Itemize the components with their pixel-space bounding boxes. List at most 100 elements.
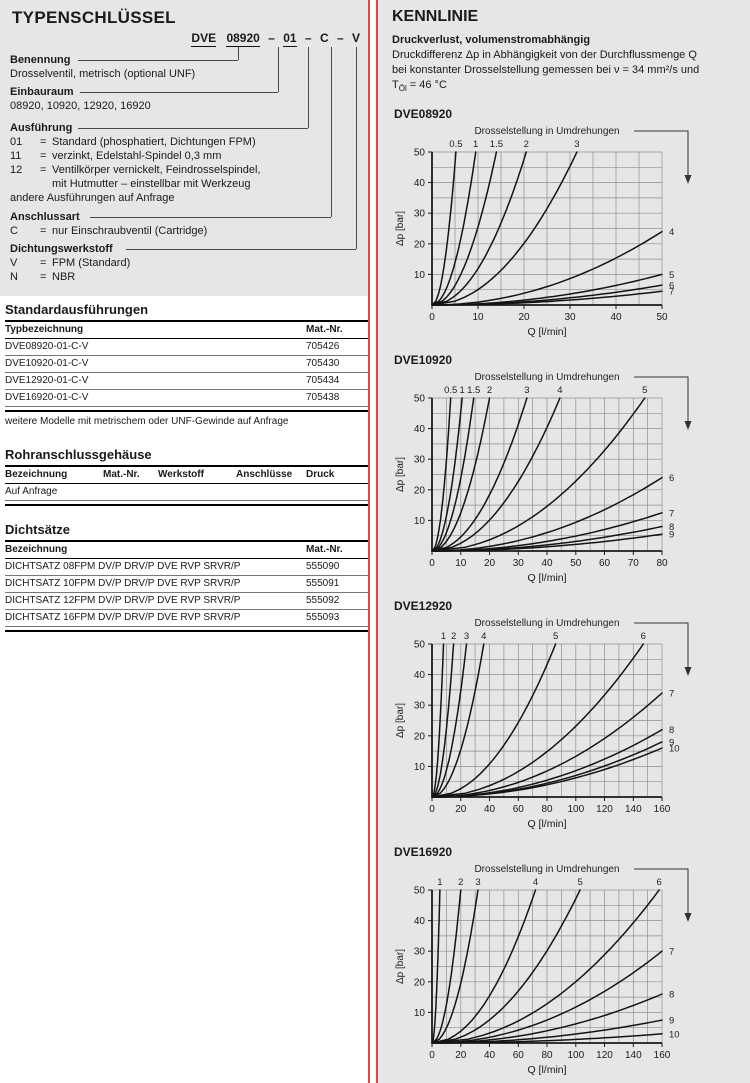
svg-text:20: 20 [484, 558, 496, 569]
chart-title: DVE08920 [394, 107, 453, 122]
svg-text:0.5: 0.5 [449, 139, 462, 150]
benennung-label: Benennung [10, 54, 71, 66]
svg-text:20: 20 [518, 312, 530, 323]
svg-text:2: 2 [487, 385, 492, 396]
table-row: DVE10920-01-C-V 705430 [5, 356, 368, 373]
typ-cell: DVE08920-01-C-V [5, 341, 89, 352]
dichtungswerkstoff-item: N = NBR [10, 270, 75, 284]
svg-text:8: 8 [669, 725, 674, 736]
option-code: 12 [10, 164, 23, 176]
svg-text:50: 50 [414, 148, 426, 159]
svg-text:40: 40 [414, 916, 426, 927]
svg-text:1: 1 [437, 877, 442, 888]
svg-text:6: 6 [641, 631, 646, 642]
standard-table-title: Standardausführungen [5, 302, 368, 322]
code-part-dichtung: V [351, 31, 360, 45]
svg-text:4: 4 [669, 227, 674, 238]
ausfuehrung-item-continuation: mit Hutmutter – einstellbar mit Werkzeug [52, 178, 251, 190]
equals-sign: = [40, 150, 47, 162]
svg-text:60: 60 [513, 1050, 525, 1061]
svg-text:30: 30 [414, 455, 426, 466]
svg-text:Δp [bar]: Δp [bar] [395, 211, 406, 246]
svg-text:1: 1 [441, 631, 446, 642]
svg-text:7: 7 [669, 287, 674, 298]
svg-text:50: 50 [414, 394, 426, 405]
svg-text:100: 100 [567, 804, 584, 815]
column-header: Werkstoff [158, 469, 204, 480]
anschluesse-cell [236, 486, 306, 498]
svg-text:120: 120 [596, 1050, 613, 1061]
svg-text:Δp [bar]: Δp [bar] [395, 703, 406, 738]
svg-text:3: 3 [524, 385, 529, 396]
svg-text:30: 30 [414, 947, 426, 958]
table-row: DVE12920-01-C-V 705434 [5, 373, 368, 390]
svg-text:120: 120 [596, 804, 613, 815]
svg-text:160: 160 [654, 1050, 671, 1061]
matnr-cell: 555092 [306, 595, 340, 606]
chart-canvas-dve08920: 0 10 20 30 40 50 10 20 30 40 50 0.5 1 1.5 2 3 4 5 6 7 Dros… [392, 122, 750, 342]
equals-sign: = [40, 164, 47, 176]
svg-text:7: 7 [669, 508, 674, 519]
svg-text:40: 40 [541, 558, 553, 569]
temp-subscript: Öl [398, 84, 407, 94]
intro-line: Druckdifferenz Δp in Abhängigkeit von de… [392, 49, 697, 61]
kennlinie-subtitle: Druckverlust, volumenstromabhängig [392, 34, 591, 46]
svg-text:Q [l/min]: Q [l/min] [527, 572, 566, 584]
typ-cell: DVE16920-01-C-V [5, 392, 89, 403]
option-code: 01 [10, 136, 23, 148]
code-dash: – [268, 31, 275, 45]
ausfuehrung-item: 11 = verzinkt, Edelstahl-Spindel 0,3 mm [10, 149, 221, 163]
svg-text:9: 9 [669, 1016, 674, 1027]
matnr-cell: 705430 [306, 358, 340, 369]
svg-text:30: 30 [513, 558, 525, 569]
svg-text:0: 0 [429, 558, 435, 569]
svg-text:0: 0 [429, 804, 435, 815]
svg-text:Q [l/min]: Q [l/min] [527, 818, 566, 830]
svg-text:60: 60 [599, 558, 611, 569]
chart-block-dve12920: DVE12920 0 20 40 60 80 100 120 140 160 10 20 30 40 50… [392, 599, 750, 834]
dicht-table-title: Dichtsätze [5, 522, 368, 542]
typ-cell: DVE10920-01-C-V [5, 358, 89, 369]
table-header-row: Bezeichnung Mat.-Nr. [5, 542, 368, 559]
leader-line [331, 47, 332, 217]
chart-title: DVE10920 [394, 353, 453, 368]
column-header: Mat.-Nr. [103, 469, 140, 480]
svg-text:7: 7 [669, 689, 674, 700]
ausfuehrung-note: andere Ausführungen auf Anfrage [10, 192, 175, 204]
table-header-row: Typbezeichnung Mat.-Nr. [5, 322, 368, 339]
svg-text:10: 10 [414, 516, 426, 527]
code-part-benennung: DVE [191, 31, 217, 47]
svg-text:10: 10 [414, 270, 426, 281]
svg-text:20: 20 [414, 731, 426, 742]
column-header: Anschlüsse [236, 469, 293, 480]
svg-text:80: 80 [541, 804, 553, 815]
svg-text:30: 30 [414, 209, 426, 220]
einbauraum-desc: 08920, 10920, 12920, 16920 [10, 100, 151, 112]
equals-sign: = [40, 257, 47, 269]
option-code: 11 [10, 150, 22, 162]
kennlinie-intro: Druckdifferenz Δp in Abhängigkeit von de… [392, 48, 750, 96]
svg-text:0: 0 [429, 1050, 435, 1061]
svg-text:5: 5 [577, 877, 582, 888]
svg-text:40: 40 [414, 424, 426, 435]
equals-sign: = [40, 225, 47, 237]
leader-line [308, 47, 309, 128]
code-part-anschlussart: C [319, 31, 329, 45]
typ-cell: DVE12920-01-C-V [5, 375, 89, 386]
svg-text:Drosselstellung in Umdrehungen: Drosselstellung in Umdrehungen [474, 618, 619, 629]
dichtungswerkstoff-label: Dichtungswerkstoff [10, 243, 113, 255]
tables-section: Standardausführungen Typbezeichnung Mat.… [5, 302, 368, 632]
option-code: V [10, 257, 18, 269]
werkstoff-cell [158, 486, 236, 498]
svg-text:6: 6 [656, 877, 661, 888]
svg-text:0: 0 [429, 312, 435, 323]
leader-line [78, 60, 238, 61]
matnr-cell: 705426 [306, 341, 340, 352]
code-part-ausfuehrung: 01 [283, 31, 297, 47]
benennung-desc: Drosselventil, metrisch (optional UNF) [10, 68, 196, 80]
svg-text:20: 20 [414, 239, 426, 250]
typenschluessel-title: TYPENSCHLÜSSEL [12, 8, 176, 27]
svg-text:1: 1 [473, 139, 478, 150]
column-header: Mat.-Nr. [306, 544, 343, 555]
svg-text:160: 160 [654, 804, 671, 815]
